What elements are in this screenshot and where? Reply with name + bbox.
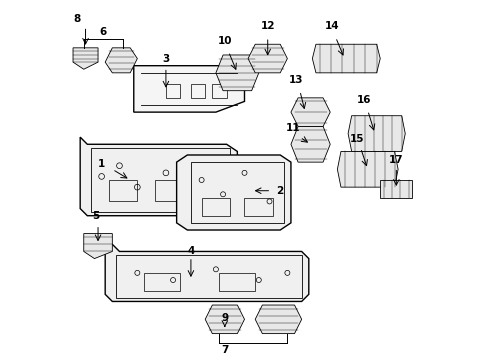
Bar xyxy=(144,273,180,291)
Text: 10: 10 xyxy=(217,36,232,46)
Text: 14: 14 xyxy=(324,21,339,31)
Bar xyxy=(244,198,272,216)
Bar xyxy=(190,84,205,98)
Polygon shape xyxy=(176,155,290,230)
Polygon shape xyxy=(83,234,112,258)
Text: 8: 8 xyxy=(74,14,81,24)
Text: 11: 11 xyxy=(285,123,299,133)
Bar xyxy=(219,273,255,291)
Bar xyxy=(201,198,230,216)
Bar xyxy=(212,84,226,98)
Polygon shape xyxy=(73,48,98,69)
Polygon shape xyxy=(247,44,287,73)
Text: 13: 13 xyxy=(288,75,303,85)
Text: 2: 2 xyxy=(276,186,283,196)
Text: 7: 7 xyxy=(221,345,228,355)
Bar xyxy=(155,180,190,202)
Bar xyxy=(108,180,137,202)
Text: 16: 16 xyxy=(356,95,371,105)
Text: 5: 5 xyxy=(92,211,100,221)
Text: 15: 15 xyxy=(349,134,364,144)
Polygon shape xyxy=(337,152,397,187)
Polygon shape xyxy=(134,66,244,112)
Polygon shape xyxy=(105,48,137,73)
Polygon shape xyxy=(347,116,405,152)
Polygon shape xyxy=(105,244,308,301)
Polygon shape xyxy=(290,98,329,126)
Polygon shape xyxy=(312,44,380,73)
Text: 6: 6 xyxy=(100,27,107,37)
Polygon shape xyxy=(255,305,301,334)
Polygon shape xyxy=(216,55,258,91)
Text: 12: 12 xyxy=(260,21,274,31)
Text: 3: 3 xyxy=(162,54,169,64)
Text: 4: 4 xyxy=(187,247,194,256)
Polygon shape xyxy=(205,305,244,334)
Polygon shape xyxy=(380,180,411,198)
Polygon shape xyxy=(80,137,237,216)
Text: 1: 1 xyxy=(98,159,105,169)
Text: 17: 17 xyxy=(388,156,403,165)
Text: 9: 9 xyxy=(221,312,228,323)
Polygon shape xyxy=(290,126,329,162)
Bar xyxy=(165,84,180,98)
